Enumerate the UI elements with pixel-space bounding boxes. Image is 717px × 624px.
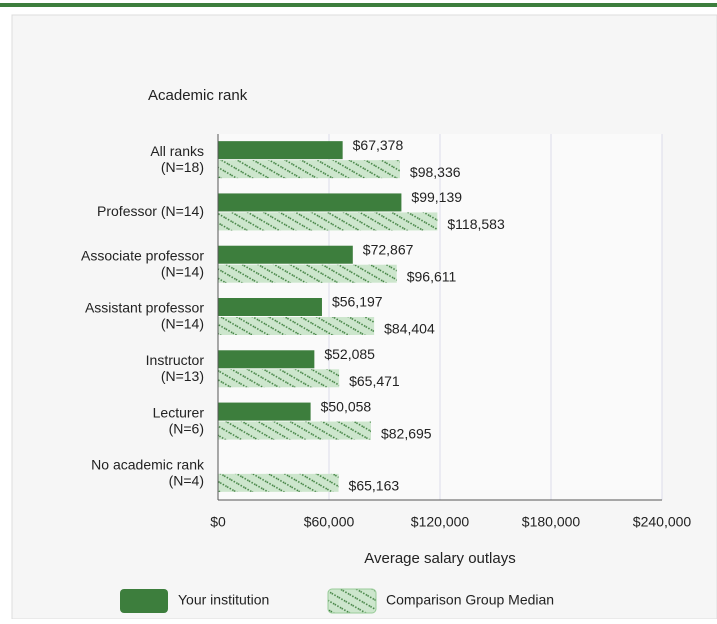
bar bbox=[218, 245, 353, 264]
value-label: $98,336 bbox=[410, 164, 461, 180]
value-label: $65,471 bbox=[349, 373, 400, 389]
bar bbox=[218, 298, 322, 316]
x-tick-label: $60,000 bbox=[304, 514, 355, 530]
y-tick-label: (N=18) bbox=[161, 159, 204, 175]
legend-swatch bbox=[327, 588, 377, 614]
y-tick-label: Instructor bbox=[146, 352, 205, 368]
bar bbox=[218, 402, 311, 421]
value-label: $82,695 bbox=[381, 425, 432, 441]
value-label: $84,404 bbox=[384, 321, 435, 337]
value-label: $118,583 bbox=[447, 216, 505, 232]
legend-label: Your institution bbox=[178, 592, 269, 608]
y-tick-label: (N=14) bbox=[161, 316, 204, 332]
value-label: $96,611 bbox=[407, 268, 457, 284]
x-tick-label: $180,000 bbox=[522, 514, 581, 530]
top-bar bbox=[0, 3, 717, 7]
x-axis-label: Average salary outlays bbox=[364, 550, 515, 567]
y-tick-label: No academic rank bbox=[91, 457, 205, 473]
value-label: $72,867 bbox=[363, 241, 414, 257]
value-label: $65,163 bbox=[349, 478, 400, 494]
bar bbox=[218, 350, 315, 369]
value-label: $67,378 bbox=[353, 137, 404, 153]
y-tick-label: Lecturer bbox=[153, 404, 205, 420]
value-label: $50,058 bbox=[321, 398, 372, 414]
x-tick-label: $120,000 bbox=[411, 514, 470, 530]
legend-label: Comparison Group Median bbox=[386, 592, 554, 608]
bar bbox=[218, 141, 343, 160]
value-label: $56,197 bbox=[332, 294, 383, 310]
value-label: $99,139 bbox=[411, 189, 462, 205]
bar bbox=[218, 317, 375, 335]
value-label: $52,085 bbox=[324, 346, 375, 362]
x-tick-label: $0 bbox=[210, 514, 226, 530]
y-tick-label: (N=13) bbox=[161, 368, 204, 384]
bar bbox=[218, 421, 371, 440]
y-tick-label: Assistant professor bbox=[85, 300, 204, 316]
legend-swatch bbox=[120, 589, 168, 613]
x-tick-label: $240,000 bbox=[633, 514, 692, 530]
bar bbox=[218, 193, 402, 212]
y-tick-label: (N=6) bbox=[169, 420, 204, 436]
bar bbox=[218, 160, 400, 179]
axis-title: Academic rank bbox=[148, 87, 248, 104]
bar bbox=[218, 369, 340, 388]
y-tick-label: Professor (N=14) bbox=[97, 203, 204, 219]
y-tick-label: (N=4) bbox=[169, 473, 204, 489]
bar bbox=[218, 473, 339, 492]
y-tick-label: (N=14) bbox=[161, 263, 204, 279]
bar bbox=[218, 264, 397, 283]
bar bbox=[218, 212, 438, 231]
y-tick-label: All ranks bbox=[150, 143, 204, 159]
y-tick-label: Associate professor bbox=[81, 247, 204, 263]
